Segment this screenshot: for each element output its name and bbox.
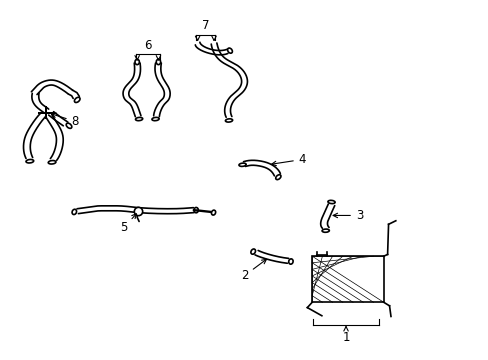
Text: 1: 1: [342, 326, 349, 344]
Text: 3: 3: [332, 209, 363, 222]
Text: 6: 6: [144, 39, 151, 52]
Text: 8: 8: [51, 113, 79, 128]
Text: 2: 2: [240, 259, 266, 282]
Text: 4: 4: [271, 153, 305, 166]
Text: 5: 5: [120, 214, 136, 234]
Text: 7: 7: [202, 19, 209, 32]
